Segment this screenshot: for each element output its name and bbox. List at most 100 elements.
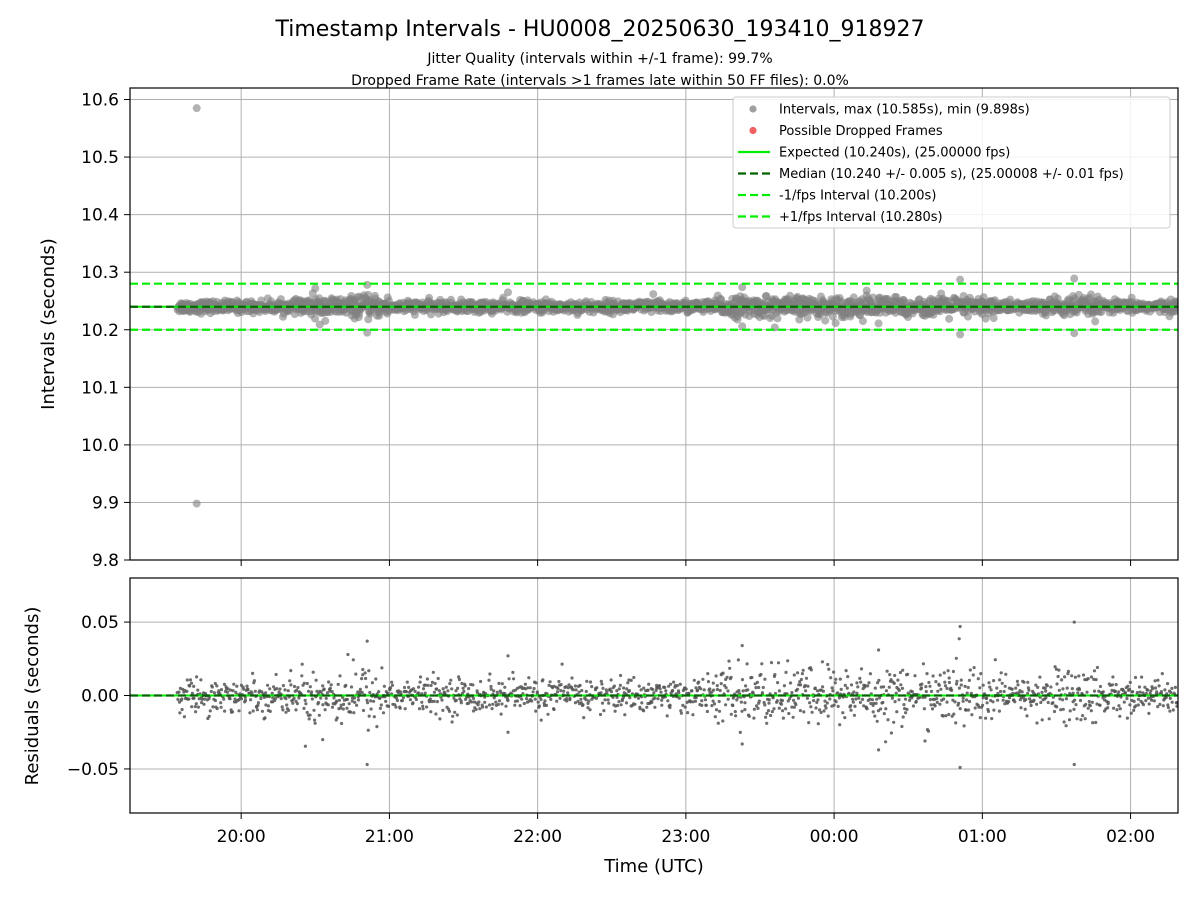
- data-point: [1128, 680, 1132, 685]
- data-point: [735, 698, 739, 702]
- data-point: [947, 712, 951, 717]
- data-point: [603, 698, 607, 702]
- data-point: [565, 697, 569, 701]
- data-point: [601, 686, 605, 690]
- data-point: [1004, 672, 1008, 676]
- data-point: [976, 677, 980, 681]
- data-point: [594, 696, 599, 701]
- data-point: [187, 697, 191, 701]
- data-point: [188, 684, 192, 688]
- data-point: [773, 314, 782, 323]
- data-point: [792, 673, 796, 677]
- data-point: [546, 712, 550, 716]
- data-point: [938, 702, 942, 706]
- data-point: [967, 699, 972, 704]
- data-point: [215, 684, 219, 688]
- data-point: [803, 313, 812, 322]
- data-point: [639, 688, 643, 692]
- data-point: [552, 707, 556, 712]
- data-point: [926, 729, 931, 733]
- data-point: [1013, 700, 1017, 704]
- data-point: [388, 686, 393, 690]
- data-point: [743, 708, 747, 712]
- data-point: [818, 708, 822, 712]
- axes-frame: [129, 87, 1179, 561]
- y-tick-label: −0.05: [67, 760, 119, 780]
- data-point: [1077, 674, 1081, 678]
- data-point: [843, 683, 847, 688]
- data-point: [1127, 687, 1132, 692]
- data-point: [993, 658, 997, 662]
- data-point: [765, 721, 769, 725]
- data-point: [901, 668, 905, 672]
- data-point: [986, 709, 991, 714]
- plot-area: [130, 104, 1178, 508]
- data-point: [562, 689, 566, 693]
- data-point: [971, 673, 975, 677]
- data-point: [251, 709, 255, 713]
- data-point: [617, 687, 621, 691]
- data-point: [275, 687, 279, 691]
- data-point: [721, 719, 725, 723]
- data-point: [289, 683, 293, 687]
- data-point: [807, 721, 811, 725]
- data-point: [527, 676, 531, 680]
- data-point: [533, 697, 537, 701]
- data-point: [194, 710, 198, 714]
- outlier-point: [321, 737, 325, 742]
- data-point: [178, 711, 182, 715]
- data-point: [504, 704, 508, 708]
- data-point: [310, 690, 314, 694]
- data-point: [585, 679, 589, 683]
- data-point: [354, 672, 358, 676]
- data-point: [772, 707, 776, 711]
- data-point: [988, 685, 992, 689]
- data-point: [1125, 696, 1129, 701]
- data-point: [342, 702, 346, 707]
- data-point: [288, 679, 292, 683]
- data-point: [429, 710, 433, 714]
- data-point: [1087, 699, 1091, 704]
- data-point: [212, 691, 216, 695]
- data-point: [1079, 718, 1083, 722]
- data-point: [1068, 709, 1072, 713]
- data-point: [945, 700, 949, 704]
- data-point: [180, 697, 184, 701]
- outlier-point: [192, 499, 201, 508]
- data-point: [660, 698, 664, 702]
- data-point: [295, 702, 299, 706]
- data-point: [327, 680, 331, 684]
- data-point: [708, 687, 712, 691]
- data-point: [763, 677, 767, 681]
- data-point: [677, 696, 681, 700]
- data-point: [263, 716, 267, 720]
- data-point: [740, 709, 744, 713]
- data-point: [312, 708, 316, 712]
- data-point: [314, 678, 318, 682]
- data-point: [1175, 704, 1178, 708]
- data-point: [873, 714, 877, 718]
- data-point: [372, 699, 376, 703]
- data-point: [963, 684, 967, 689]
- y-tick-label: 10.0: [81, 436, 119, 456]
- data-point: [636, 696, 641, 700]
- data-point: [858, 700, 863, 705]
- data-point: [705, 709, 710, 714]
- data-point: [1170, 686, 1174, 691]
- data-point: [616, 703, 620, 708]
- data-point: [905, 707, 909, 712]
- data-point: [927, 680, 931, 685]
- data-point: [1168, 696, 1172, 701]
- data-point: [686, 711, 690, 715]
- data-point: [1173, 685, 1177, 690]
- data-point: [531, 690, 535, 694]
- data-point: [653, 705, 657, 709]
- data-point: [761, 685, 765, 690]
- data-point: [356, 698, 361, 702]
- data-point: [745, 662, 749, 666]
- legend-label: Possible Dropped Frames: [779, 124, 943, 139]
- data-point: [827, 667, 831, 671]
- data-point: [487, 678, 491, 682]
- data-point: [503, 685, 507, 689]
- data-point: [499, 293, 508, 302]
